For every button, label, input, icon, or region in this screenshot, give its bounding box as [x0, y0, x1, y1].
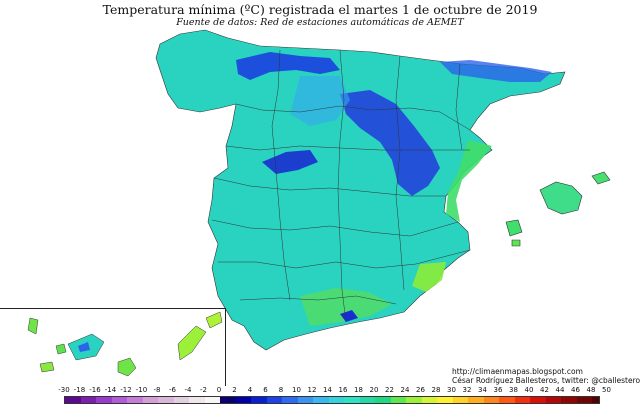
legend-swatch	[561, 397, 577, 403]
legend-tick-label: -16	[89, 386, 101, 394]
legend-swatch	[297, 397, 313, 403]
legend-tick-label: 30	[447, 386, 456, 394]
legend-swatch	[96, 397, 112, 403]
legend-tick-label: -12	[120, 386, 132, 394]
legend-swatch	[235, 397, 251, 403]
tenerife-teide-cold-spot	[78, 342, 90, 352]
la-gomera-island	[55, 343, 67, 355]
legend-swatch	[65, 397, 81, 403]
lanzarote-island	[205, 311, 223, 329]
legend-swatch	[266, 397, 282, 403]
legend-swatch	[483, 397, 499, 403]
legend-tick-label: -2	[200, 386, 207, 394]
legend-tick-label: 44	[555, 386, 565, 394]
legend-tick-label: -4	[184, 386, 192, 394]
legend-swatch	[251, 397, 267, 403]
legend-tick-label: -6	[169, 386, 176, 394]
canary-islands-inset-frame	[0, 308, 226, 386]
legend-swatch	[282, 397, 298, 403]
legend-swatch	[437, 397, 453, 403]
gran-canaria-island	[117, 357, 137, 377]
legend-swatch	[530, 397, 546, 403]
legend-tick-label: 42	[540, 386, 549, 394]
cold-zone-iberian-system	[340, 90, 440, 196]
legend-swatch	[421, 397, 437, 403]
legend-tick-label: 34	[478, 386, 487, 394]
fuerteventura-island	[177, 325, 207, 361]
legend-tick-label: -10	[135, 386, 148, 394]
credit-author: César Rodríguez Ballesteros, twitter: @c…	[452, 376, 640, 385]
ibiza-island	[505, 219, 523, 237]
legend-tick-label: 22	[385, 386, 394, 394]
legend-swatch	[173, 397, 189, 403]
legend-tick-label: 10	[292, 386, 301, 394]
legend-tick-label: 28	[431, 386, 441, 394]
legend-swatch	[545, 397, 561, 403]
la-palma-island	[27, 317, 39, 335]
legend-swatch	[142, 397, 158, 403]
legend-tick-label: -18	[73, 386, 86, 394]
legend-tick-label: 50	[602, 386, 611, 394]
legend-tick-label: 12	[307, 386, 317, 394]
legend-tick-label: 36	[493, 386, 503, 394]
legend-tick-label: 14	[323, 386, 332, 394]
cold-spot-sierra-nevada	[340, 310, 358, 322]
legend-swatch	[189, 397, 205, 403]
legend-swatch	[220, 397, 236, 403]
legend-swatch	[592, 397, 599, 403]
legend-swatch	[499, 397, 515, 403]
legend-tick-label: 40	[524, 386, 534, 394]
legend-swatch	[204, 397, 220, 403]
legend-tick-label: 46	[571, 386, 580, 394]
legend-swatch	[344, 397, 360, 403]
cold-zone-pyrenees	[440, 60, 552, 82]
legend-swatch	[127, 397, 143, 403]
legend-color-bar	[64, 396, 600, 404]
legend-swatch	[359, 397, 375, 403]
map-title: Temperatura mínima (ºC) registrada el ma…	[102, 2, 538, 17]
legend-tick-label: 0	[216, 386, 222, 394]
legend-tick-label: -30	[58, 386, 70, 394]
warm-zone-andalusia-coast	[300, 288, 392, 326]
legend-tick-label: 24	[400, 386, 410, 394]
legend-swatch	[514, 397, 530, 403]
cool-zone-duero-basin	[290, 76, 350, 126]
warm-zone-valencia-coast	[446, 140, 492, 222]
legend-swatch	[375, 397, 391, 403]
legend-tick-label: 4	[247, 386, 253, 394]
formentera-island	[511, 239, 521, 247]
mallorca-island	[539, 181, 583, 215]
el-hierro-island	[39, 361, 55, 373]
legend-tick-label: 38	[509, 386, 518, 394]
map-subtitle: Fuente de datos: Red de estaciones autom…	[176, 17, 464, 28]
legend-tick-label: -14	[104, 386, 117, 394]
legend-tick-label: 32	[462, 386, 472, 394]
legend-swatch	[80, 397, 96, 403]
cold-zone-cantabrian-range	[236, 52, 340, 80]
legend-swatch	[576, 397, 592, 403]
legend-tick-label: 6	[263, 386, 268, 394]
legend-swatch	[313, 397, 329, 403]
legend-swatch	[111, 397, 127, 403]
credit-url: http://climaenmapas.blogspot.com	[452, 367, 583, 376]
legend-tick-label: 2	[232, 386, 237, 394]
legend-tick-label: 20	[369, 386, 379, 394]
legend-swatch	[468, 397, 484, 403]
legend-tick-label: 18	[354, 386, 363, 394]
warm-zone-murcia-alicante	[412, 262, 446, 292]
legend-tick-label: 48	[586, 386, 596, 394]
legend-swatch	[406, 397, 422, 403]
legend-swatch	[452, 397, 468, 403]
legend-tick-label: -8	[153, 386, 161, 394]
menorca-island	[591, 171, 611, 185]
legend-swatch	[158, 397, 174, 403]
province-borders	[211, 49, 471, 323]
legend-swatch	[390, 397, 406, 403]
legend-swatch	[328, 397, 344, 403]
legend-tick-label: 8	[278, 386, 284, 394]
legend-tick-label: 16	[338, 386, 348, 394]
legend-tick-label: 26	[416, 386, 425, 394]
